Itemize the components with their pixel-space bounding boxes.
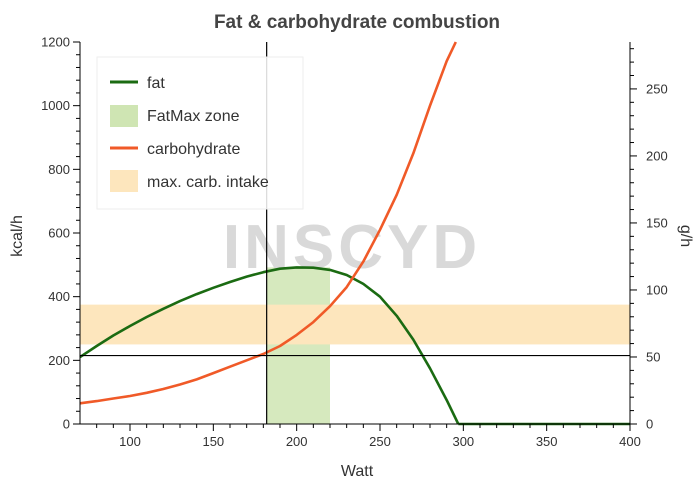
y-tick-label: 800: [48, 162, 70, 177]
legend-label-carbohydrate: carbohydrate: [147, 141, 240, 158]
band-fatmax-zone: [266, 267, 330, 424]
x-tick-label: 200: [286, 434, 308, 449]
y-tick-label: 0: [63, 417, 70, 432]
y-tick-label: 1000: [41, 98, 70, 113]
legend-swatch-max-carb-intake: [110, 170, 138, 192]
y-tick-label: 200: [48, 353, 70, 368]
x-tick-label: 100: [119, 434, 141, 449]
x-tick-label: 350: [536, 434, 558, 449]
x-tick-label: 400: [619, 434, 641, 449]
y-tick-label: 1200: [41, 35, 70, 50]
y2-tick-label: 150: [646, 215, 668, 230]
x-axis-title: Watt: [341, 463, 374, 480]
band-max-carb-intake: [80, 304, 630, 345]
x-tick-label: 300: [452, 434, 474, 449]
legend-swatch-fatmax-zone: [110, 105, 138, 127]
legend-label-fat: fat: [147, 75, 165, 92]
y2-tick-label: 100: [646, 282, 668, 297]
y-tick-label: 600: [48, 226, 70, 241]
y-axis-title: kcal/h: [9, 215, 26, 257]
chart-title: Fat & carbohydrate combustion: [214, 12, 500, 33]
bands: [80, 267, 630, 424]
axes: 100 150 200 250 300 350 4000200400600800100012…: [41, 35, 668, 450]
x-tick-label: 150: [202, 434, 224, 449]
y2-tick-label: 0: [646, 417, 653, 432]
y2-axis-title: g/h: [677, 225, 694, 247]
y2-tick-label: 200: [646, 148, 668, 163]
legend: fat FatMax zone carbohydrate max. carb. …: [96, 56, 304, 210]
legend-label-fatmax-zone: FatMax zone: [147, 108, 240, 125]
y2-tick-label: 250: [646, 81, 668, 96]
y-tick-label: 400: [48, 289, 70, 304]
legend-label-max-carb-intake: max. carb. intake: [147, 174, 269, 191]
series-line-carbohydrate: [79, 41, 457, 405]
x-tick-label: 250: [369, 434, 391, 449]
series-line-fat: [79, 266, 460, 425]
y2-tick-label: 50: [646, 349, 660, 364]
